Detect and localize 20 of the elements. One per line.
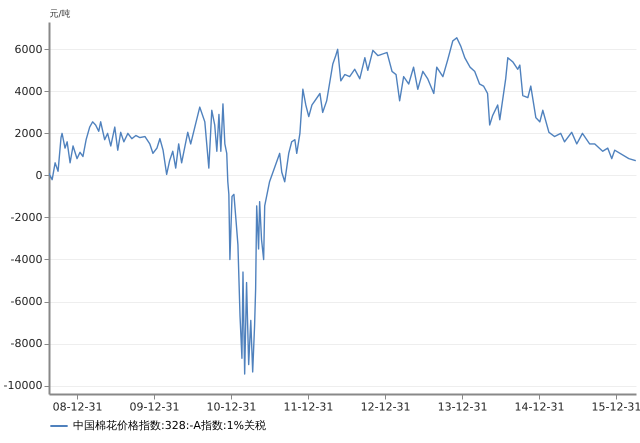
x-tick-label: 08-12-31 (52, 400, 103, 414)
y-tick-label: 2000 (14, 126, 42, 140)
y-tick-label: -8000 (10, 337, 42, 350)
x-tick-label: 09-12-31 (130, 400, 180, 414)
y-tick-label: -4000 (10, 252, 42, 266)
x-tick-label: 10-12-31 (206, 400, 256, 414)
legend-label: 中国棉花价格指数:328:-A指数:1%关税 (73, 419, 266, 432)
x-tick-label: 14-12-31 (514, 400, 564, 414)
line-series (49, 37, 636, 375)
x-tick-label: 12-12-31 (360, 400, 411, 414)
y-tick-label: -6000 (10, 295, 42, 308)
y-axis-title: 元/吨 (50, 8, 71, 20)
x-tick-label: 13-12-31 (438, 400, 488, 414)
y-tick-label: -2000 (10, 210, 42, 224)
y-tick-label: -10000 (4, 379, 42, 392)
y-tick-label: 4000 (14, 84, 42, 98)
y-tick-label: 6000 (14, 42, 42, 56)
y-tick-label: 0 (36, 168, 42, 182)
x-tick-label: 15-12-31 (592, 400, 640, 414)
x-tick-label: 11-12-31 (283, 400, 334, 414)
